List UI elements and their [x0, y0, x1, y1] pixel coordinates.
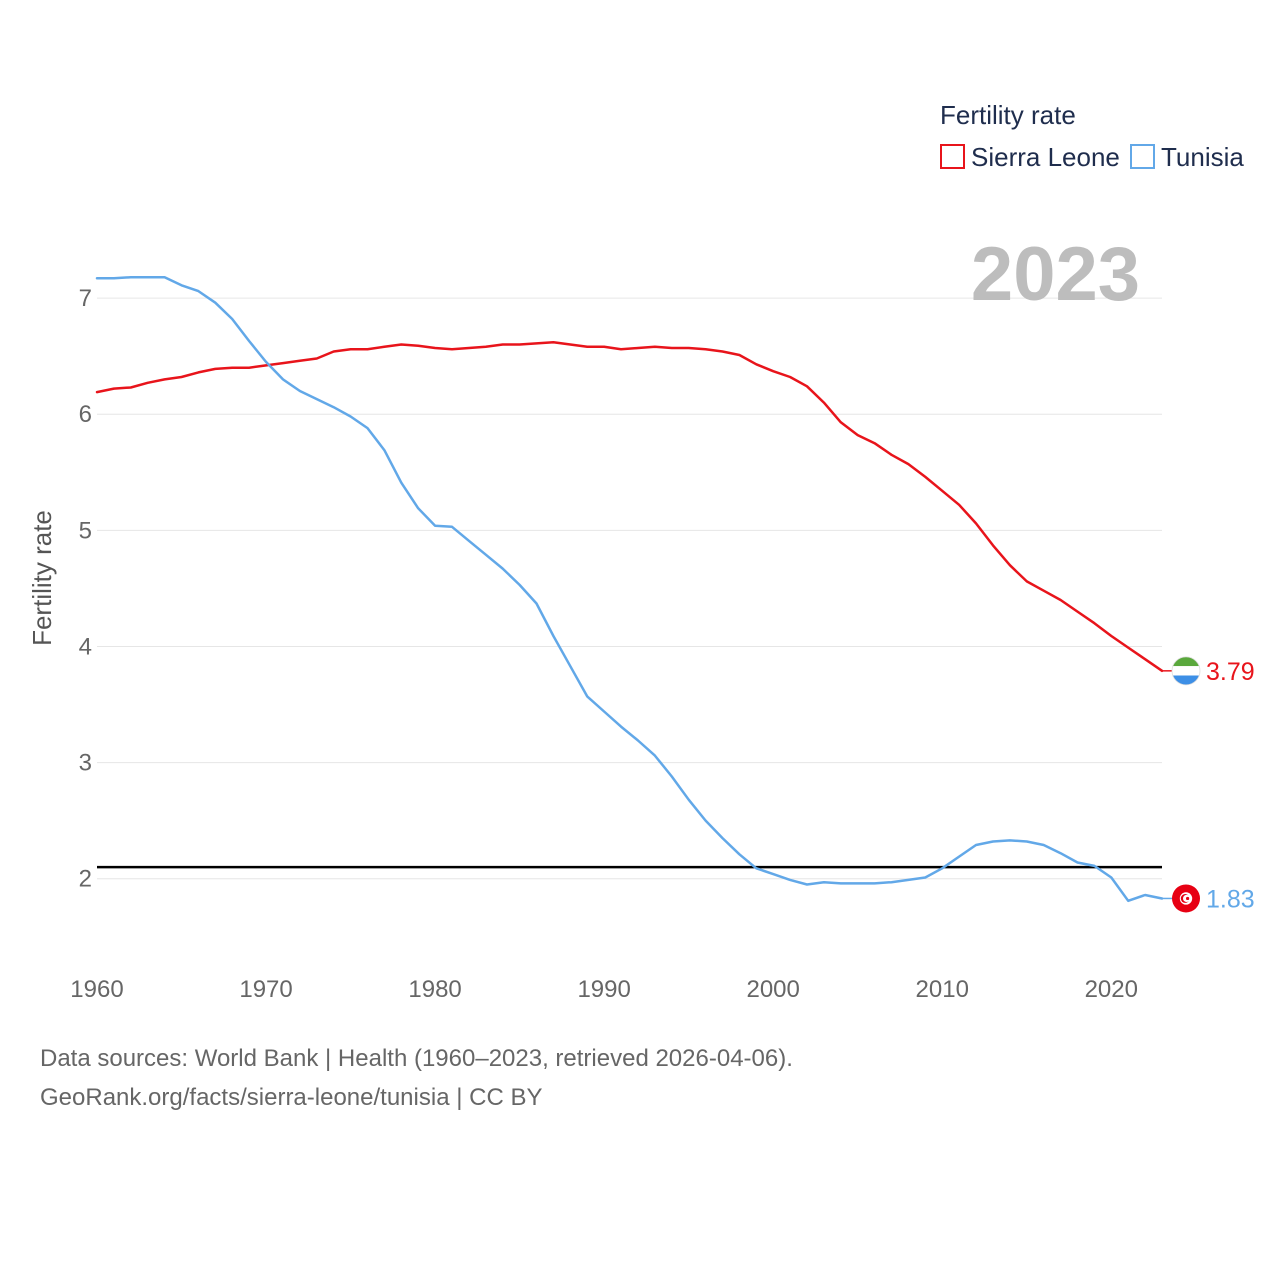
year-label: 2023 — [971, 232, 1140, 317]
y-tick-label-3: 3 — [79, 750, 92, 777]
end-markers: 3.79 1.83 — [1162, 656, 1255, 913]
legend-swatch-sierra-leone — [940, 144, 965, 169]
x-tick-label-1960: 1960 — [70, 976, 123, 1003]
legend-swatch-tunisia — [1130, 144, 1155, 169]
x-tick-label-1980: 1980 — [408, 976, 461, 1003]
y-tick-label-2: 2 — [79, 866, 92, 893]
series-line-sierra-leone — [95, 340, 1164, 673]
end-value-label-tunisia: 1.83 — [1206, 885, 1255, 913]
sierra-leone-flag-icon — [1171, 656, 1201, 686]
y-tick-label-5: 5 — [79, 517, 92, 544]
grid-lines — [97, 297, 1162, 880]
x-tick-label-2010: 2010 — [916, 976, 969, 1003]
y-tick-label-6: 6 — [79, 401, 92, 428]
y-tick-label-4: 4 — [79, 633, 92, 660]
flag-band-green — [1172, 656, 1200, 667]
legend-label-tunisia: Tunisia — [1161, 142, 1244, 172]
x-tick-label-2020: 2020 — [1085, 976, 1138, 1003]
series-line-tunisia — [95, 275, 1164, 903]
flag-band-blue — [1172, 675, 1200, 685]
series-lines — [95, 275, 1164, 903]
legend-label-sierra-leone: Sierra Leone — [971, 142, 1120, 172]
data-source-text: Data sources: World Bank | Health (1960–… — [40, 1045, 793, 1072]
x-tick-label-2000: 2000 — [746, 976, 799, 1003]
end-value-label-sierra-leone: 3.79 — [1206, 658, 1255, 686]
flag-bands — [1172, 656, 1200, 685]
legend: Fertility rate Sierra Leone Tunisia — [940, 100, 1244, 172]
source-url-text[interactable]: GeoRank.org/facts/sierra-leone/tunisia |… — [40, 1084, 543, 1111]
y-axis-ticks: 2 3 4 5 6 7 — [79, 285, 92, 893]
y-tick-label-7: 7 — [79, 285, 92, 312]
x-axis-ticks: 1960 1970 1980 1990 2000 2010 2020 — [70, 976, 1138, 1003]
flag-star — [1186, 896, 1190, 901]
legend-item-sierra-leone[interactable]: Sierra Leone — [940, 142, 1120, 172]
flag-outline — [1171, 656, 1201, 686]
flag-band-white — [1172, 666, 1200, 676]
legend-item-tunisia[interactable]: Tunisia — [1130, 142, 1244, 172]
x-tick-label-1970: 1970 — [239, 976, 292, 1003]
legend-title: Fertility rate — [940, 100, 1076, 130]
tunisia-flag-icon — [1172, 884, 1200, 913]
y-axis-title: Fertility rate — [27, 510, 57, 646]
x-tick-label-1990: 1990 — [577, 976, 630, 1003]
